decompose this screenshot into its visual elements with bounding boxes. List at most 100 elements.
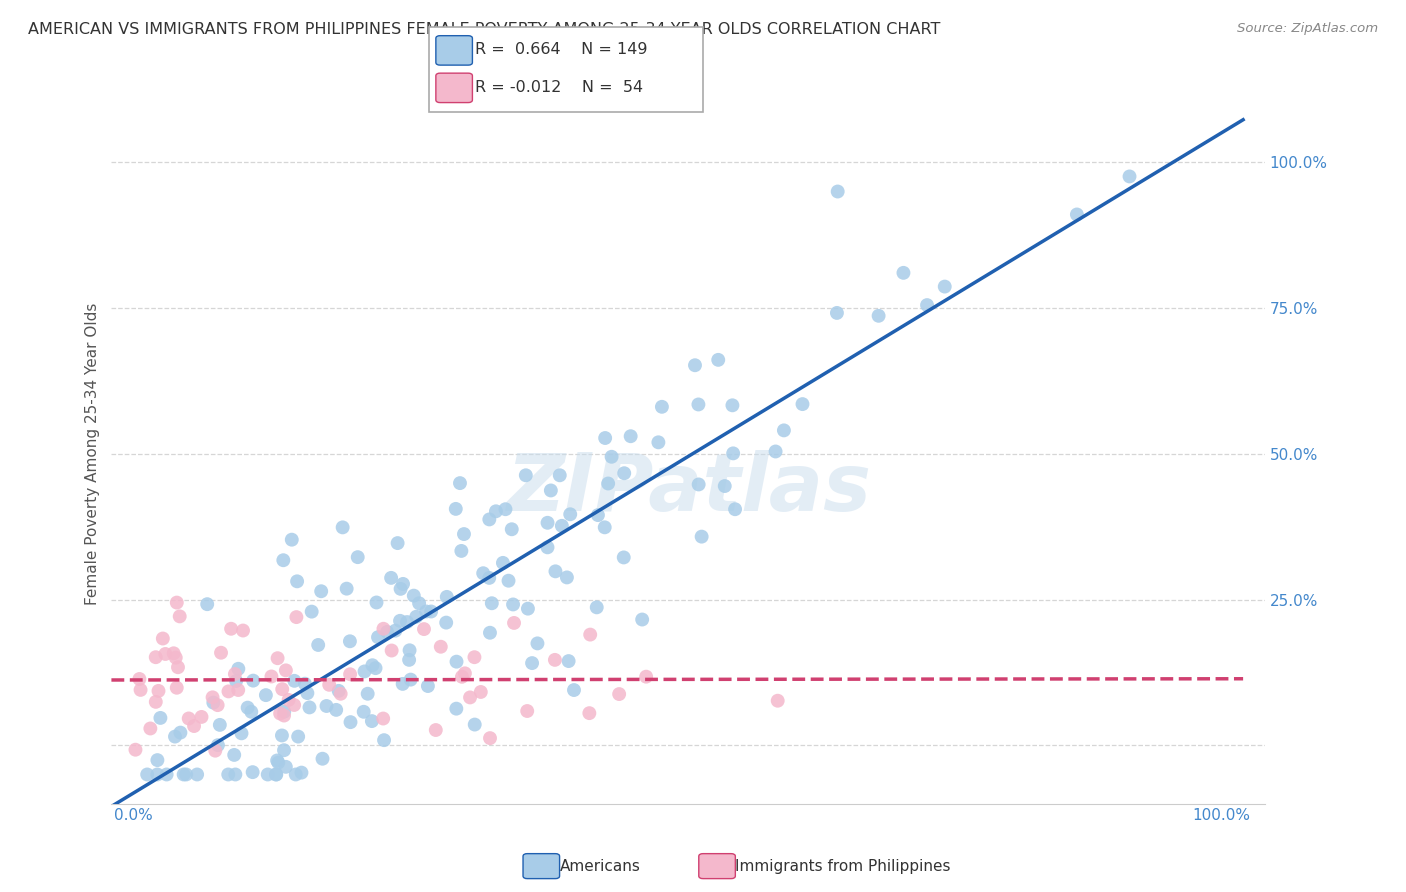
Point	[283, 673, 305, 688]
Point	[269, 706, 291, 721]
Point	[290, 765, 312, 780]
Point	[209, 646, 232, 660]
Point	[271, 729, 294, 743]
Point	[273, 553, 295, 567]
Point	[361, 658, 384, 673]
Point	[578, 706, 600, 720]
Point	[224, 667, 246, 681]
Point	[613, 550, 636, 565]
Point	[217, 767, 239, 781]
Point	[167, 660, 190, 674]
Point	[273, 705, 295, 719]
Point	[346, 550, 368, 565]
Point	[450, 544, 472, 558]
Point	[375, 624, 398, 639]
Point	[381, 643, 404, 657]
Point	[934, 279, 956, 293]
Point	[544, 653, 567, 667]
Point	[560, 508, 582, 522]
Point	[446, 655, 468, 669]
Text: Americans: Americans	[560, 859, 641, 873]
Point	[174, 767, 197, 781]
Point	[186, 767, 208, 781]
Point	[217, 684, 239, 698]
Point	[463, 650, 485, 665]
Point	[266, 767, 288, 781]
Point	[207, 738, 229, 752]
Point	[329, 687, 352, 701]
Point	[373, 712, 395, 726]
Text: Immigrants from Philippines: Immigrants from Philippines	[735, 859, 950, 873]
Point	[503, 615, 526, 630]
Text: R =  0.664    N = 149: R = 0.664 N = 149	[475, 43, 648, 57]
Point	[225, 673, 247, 688]
Point	[464, 717, 486, 731]
Point	[825, 306, 848, 320]
Point	[478, 512, 501, 526]
Point	[398, 643, 420, 657]
Point	[453, 527, 475, 541]
Point	[298, 700, 321, 714]
Point	[183, 719, 205, 733]
Point	[285, 574, 308, 589]
Point	[446, 701, 468, 715]
Point	[562, 683, 585, 698]
Point	[271, 682, 294, 697]
Point	[683, 358, 706, 372]
Point	[152, 632, 174, 646]
Point	[408, 596, 430, 610]
Point	[893, 266, 915, 280]
Point	[690, 530, 713, 544]
Point	[287, 730, 309, 744]
Point	[145, 650, 167, 665]
Point	[451, 670, 474, 684]
Point	[336, 582, 359, 596]
Point	[128, 672, 150, 686]
Point	[579, 627, 602, 641]
Point	[478, 571, 501, 585]
Point	[915, 298, 938, 312]
Point	[226, 683, 249, 698]
Point	[398, 653, 420, 667]
Point	[201, 690, 224, 705]
Point	[228, 662, 250, 676]
Point	[166, 681, 188, 695]
Point	[242, 765, 264, 780]
Point	[501, 522, 523, 536]
Point	[177, 711, 200, 725]
Point	[311, 752, 333, 766]
Point	[273, 743, 295, 757]
Point	[434, 615, 457, 630]
Point	[339, 667, 361, 681]
Point	[373, 733, 395, 747]
Point	[136, 767, 159, 781]
Point	[173, 767, 195, 781]
Point	[190, 710, 212, 724]
Point	[274, 760, 297, 774]
Point	[444, 502, 467, 516]
Y-axis label: Female Poverty Among 25-34 Year Olds: Female Poverty Among 25-34 Year Olds	[86, 302, 100, 605]
Point	[430, 640, 453, 654]
Point	[207, 698, 229, 713]
Point	[607, 687, 630, 701]
Point	[868, 309, 890, 323]
Point	[328, 684, 350, 698]
Point	[478, 625, 501, 640]
Point	[260, 669, 283, 683]
Point	[148, 684, 170, 698]
Point	[526, 636, 548, 650]
Point	[766, 694, 789, 708]
Point	[224, 767, 246, 781]
Point	[470, 685, 492, 699]
Point	[436, 590, 458, 604]
Point	[636, 670, 658, 684]
Point	[1118, 169, 1140, 184]
Point	[166, 596, 188, 610]
Point	[129, 682, 152, 697]
Point	[195, 597, 218, 611]
Point	[458, 690, 481, 705]
Point	[231, 726, 253, 740]
Point	[481, 596, 503, 610]
Point	[204, 744, 226, 758]
Point	[146, 753, 169, 767]
